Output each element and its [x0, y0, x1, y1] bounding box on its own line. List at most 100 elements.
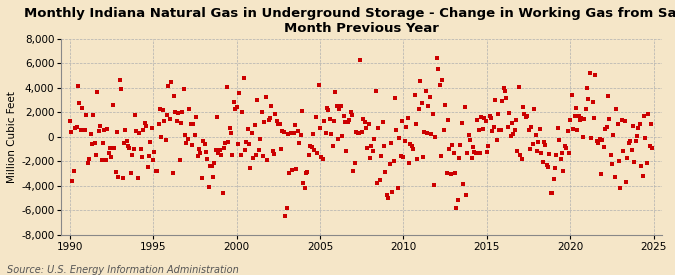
Point	[263, 117, 274, 122]
Point	[391, 128, 402, 133]
Point	[261, 95, 271, 99]
Point	[227, 153, 238, 157]
Point	[253, 148, 264, 152]
Point	[176, 121, 186, 125]
Point	[195, 150, 206, 155]
Point	[561, 146, 572, 151]
Y-axis label: Million Cubic Feet: Million Cubic Feet	[7, 91, 17, 183]
Point	[634, 122, 645, 126]
Point	[539, 140, 549, 144]
Point	[171, 119, 182, 123]
Point	[145, 140, 156, 144]
Point	[114, 78, 125, 83]
Point	[515, 153, 526, 157]
Point	[338, 114, 349, 119]
Point	[286, 131, 296, 136]
Point	[142, 164, 153, 169]
Point	[334, 106, 345, 111]
Point	[510, 128, 520, 132]
Point	[610, 175, 620, 179]
Point	[475, 150, 485, 155]
Point	[228, 100, 239, 104]
Point	[413, 107, 424, 112]
Point	[202, 157, 213, 161]
Point	[329, 119, 340, 123]
Point	[421, 89, 431, 94]
Point	[615, 186, 626, 190]
Point	[459, 105, 470, 110]
Point	[84, 157, 95, 161]
Point	[126, 171, 136, 175]
Point	[207, 174, 218, 179]
Point	[123, 144, 134, 148]
Point	[585, 71, 595, 76]
Point	[77, 106, 88, 110]
Point	[505, 134, 516, 138]
Point	[595, 172, 606, 176]
Point	[341, 149, 352, 153]
Point	[566, 93, 577, 97]
Point	[78, 128, 89, 132]
Point	[640, 136, 651, 140]
Point	[524, 147, 535, 151]
Point	[560, 144, 570, 148]
Point	[460, 193, 471, 197]
Point	[587, 100, 598, 105]
Point	[320, 130, 331, 135]
Point	[447, 143, 458, 147]
Point	[607, 162, 618, 166]
Point	[346, 113, 357, 117]
Point	[120, 128, 131, 132]
Point	[493, 112, 504, 117]
Point	[309, 148, 320, 153]
Point	[552, 126, 563, 130]
Point	[540, 143, 551, 147]
Point	[275, 147, 286, 151]
Point	[212, 115, 223, 119]
Point	[350, 161, 360, 165]
Point	[223, 140, 234, 144]
Point	[250, 153, 261, 157]
Point	[641, 161, 652, 166]
Point	[388, 158, 399, 163]
Point	[396, 153, 406, 158]
Point	[246, 131, 257, 135]
Point	[594, 137, 605, 141]
Point	[200, 150, 211, 154]
Point	[335, 104, 346, 108]
Point	[470, 150, 481, 155]
Point	[572, 128, 583, 133]
Point	[639, 114, 649, 118]
Point	[130, 113, 140, 117]
Point	[564, 151, 574, 155]
Point	[625, 139, 636, 143]
Point	[569, 113, 580, 118]
Point	[433, 67, 443, 72]
Title: Monthly Indiana Natural Gas in Underground Storage - Change in Working Gas from : Monthly Indiana Natural Gas in Undergrou…	[24, 7, 675, 35]
Point	[354, 131, 364, 135]
Point	[284, 170, 295, 175]
Point	[298, 181, 308, 185]
Point	[643, 112, 653, 116]
Point	[340, 119, 350, 124]
Point	[514, 85, 524, 89]
Point	[308, 131, 319, 136]
Point	[331, 104, 342, 108]
Point	[426, 131, 437, 136]
Point	[295, 132, 306, 137]
Point	[401, 125, 412, 129]
Point	[131, 129, 142, 133]
Point	[135, 147, 146, 152]
Point	[387, 189, 398, 194]
Point	[342, 119, 353, 124]
Point	[548, 177, 559, 181]
Point	[348, 169, 359, 173]
Point	[128, 147, 139, 151]
Point	[163, 84, 173, 89]
Point	[367, 149, 378, 153]
Point	[601, 125, 612, 130]
Point	[267, 149, 278, 153]
Point	[224, 126, 235, 130]
Point	[502, 125, 513, 129]
Point	[288, 130, 299, 135]
